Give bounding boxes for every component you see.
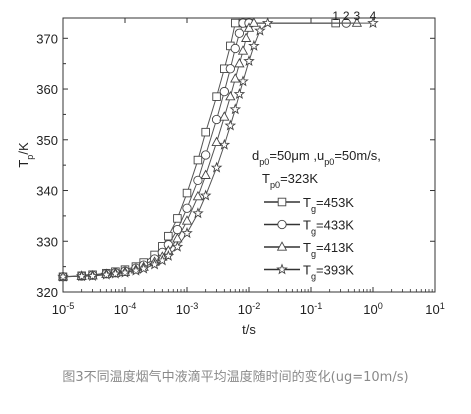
data-point [193,175,203,186]
data-point [148,258,161,270]
data-point [75,270,88,282]
data-point [171,240,184,252]
legend-marker-star [276,263,288,275]
data-point [230,73,241,83]
data-point [234,57,245,68]
data-point [241,32,252,42]
data-point [192,190,204,201]
data-point [182,188,192,198]
x-tick-label: 101 [425,301,445,317]
y-tick-label: 320 [36,285,58,300]
data-point [219,86,229,97]
data-point [230,18,240,28]
data-point [230,43,240,54]
series-line [62,22,373,278]
figure-caption: 图3不同温度烟气中液滴平均温度随时间的变化(ug=10m/s) [62,370,409,385]
series-number-label: 2 [343,9,350,23]
data-point [210,161,223,173]
series-number-label: 4 [370,9,377,23]
data-point [130,264,142,276]
data-point [162,249,175,261]
data-point [119,266,131,278]
annotation-initial-temp: Tp0=323K [262,171,318,190]
x-axis-label: t/s [242,322,256,337]
legend-marker-triangle [276,241,288,251]
annotation-conditions: dp0=50μm ,up0=50m/s, [252,148,381,167]
data-point [201,150,211,160]
data-point [261,16,274,29]
y-tick-label: 340 [36,184,58,199]
data-point [234,28,245,38]
data-point [224,119,237,131]
x-tick-label: 10-2 [238,301,261,317]
data-point [182,203,192,213]
x-tick-label: 10-5 [52,301,75,317]
y-tick-label: 360 [36,82,58,97]
data-point [57,270,69,282]
data-point [164,231,173,241]
data-point [193,155,203,165]
data-point [225,90,236,101]
data-point [181,215,193,225]
legend-marker-square [277,197,287,207]
data-point [367,16,379,29]
y-tick-label: 330 [36,234,58,249]
data-point [212,92,221,101]
data-point [211,136,222,146]
data-point [137,262,150,274]
data-point [233,88,246,100]
data-point [237,45,249,55]
data-point [200,169,211,179]
x-tick-label: 10-3 [176,301,199,317]
series-number-label: 1 [332,9,339,23]
data-point [248,39,260,51]
x-tick-label: 100 [363,301,383,317]
legend-label: Tg=413K [303,240,354,259]
legend-label: Tg=393K [303,263,354,282]
data-point [199,189,212,201]
series-star [57,16,379,282]
data-point [225,64,235,74]
data-point [254,24,266,36]
x-tick-label: 10-4 [114,301,137,317]
data-point [211,114,222,125]
legend-label: Tg=453K [303,195,354,214]
data-point [243,22,255,32]
data-point [109,267,122,279]
data-point [201,127,210,137]
y-axis-label: Tp/K [16,142,35,168]
data-point [100,268,113,280]
x-tick-label: 10-1 [300,301,323,317]
y-tick-label: 370 [36,31,58,46]
legend-marker-circle [277,219,287,230]
chart: 320 330 340 350 360 370 10-5 10-4 10-3 10-2 10-1 10… [16,9,445,337]
legend-label: Tg=433K [303,218,354,237]
data-point [181,227,193,239]
data-point [248,17,260,27]
data-point [229,103,242,115]
data-point [237,75,249,87]
data-point [243,55,255,67]
series-number-label: 3 [354,9,361,23]
data-point [86,269,99,281]
data-point [351,17,363,27]
data-point [173,214,182,223]
y-tick-label: 350 [36,133,58,148]
data-point [192,207,204,219]
data-point [218,138,231,150]
data-point [219,111,230,121]
